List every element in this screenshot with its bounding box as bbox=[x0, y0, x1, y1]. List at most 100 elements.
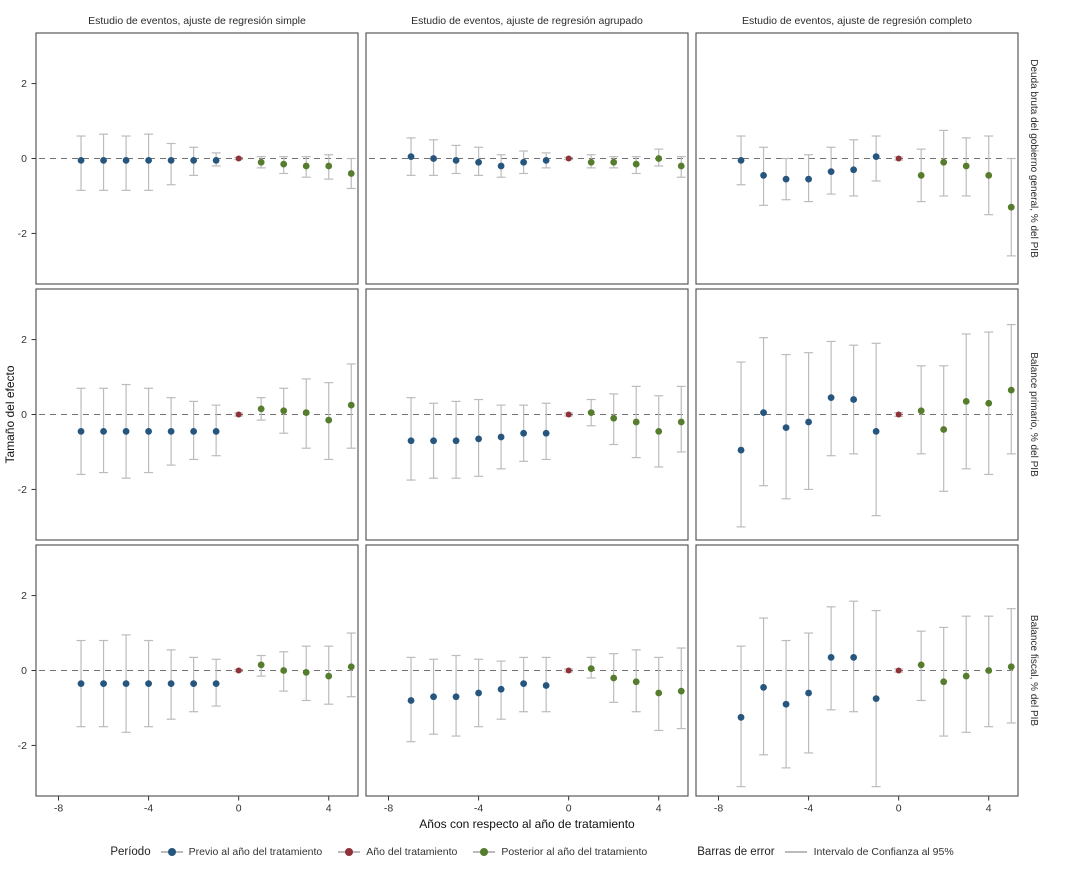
data-point-previo bbox=[145, 427, 152, 435]
data-point-previo bbox=[520, 680, 528, 688]
posterior-key-icon bbox=[473, 846, 496, 858]
legend-item-errorbar: Intervalo de Confianza al 95% bbox=[784, 846, 954, 858]
data-point-posterior bbox=[347, 401, 355, 409]
data-point-previo bbox=[452, 693, 460, 701]
facet-col-title: Estudio de eventos, ajuste de regresión … bbox=[88, 15, 306, 27]
errorbar-key-icon bbox=[784, 851, 807, 853]
data-point-previo bbox=[190, 156, 198, 164]
data-point-previo bbox=[190, 427, 198, 435]
x-tick-label: 0 bbox=[896, 803, 902, 815]
data-point-posterior bbox=[257, 661, 265, 669]
data-point-posterior bbox=[347, 170, 355, 177]
previo-key-icon bbox=[160, 846, 183, 858]
panel-border bbox=[695, 32, 1019, 285]
x-tick-label: 4 bbox=[986, 803, 992, 815]
data-point-posterior bbox=[940, 158, 948, 166]
data-point-posterior bbox=[257, 405, 265, 413]
data-point-previo bbox=[122, 680, 130, 688]
data-point-tratamiento bbox=[235, 155, 242, 162]
data-point-posterior bbox=[302, 668, 310, 676]
data-point-tratamiento bbox=[565, 155, 572, 162]
x-tick-label: 4 bbox=[326, 803, 332, 815]
data-point-previo bbox=[760, 409, 767, 417]
data-point-previo bbox=[760, 171, 767, 179]
legend-item-label: Posterior al año del tratamiento bbox=[501, 846, 648, 858]
legend-item-label: Previo al año del tratamiento bbox=[188, 846, 323, 858]
legend-period-group: Período Previo al año del tratamiento Añ… bbox=[110, 846, 663, 858]
data-point-previo bbox=[737, 713, 745, 721]
data-point-posterior bbox=[587, 158, 595, 166]
data-point-previo bbox=[737, 156, 745, 164]
data-point-previo bbox=[850, 653, 858, 661]
data-point-posterior bbox=[962, 162, 970, 170]
y-tick-label: 0 bbox=[21, 665, 27, 677]
panel-r2c0 bbox=[35, 544, 359, 797]
data-point-tratamiento bbox=[565, 667, 572, 674]
data-point-previo bbox=[760, 683, 767, 691]
data-point-previo bbox=[850, 166, 858, 174]
panel-border bbox=[35, 288, 359, 541]
panel-border bbox=[695, 544, 1019, 797]
data-point-previo bbox=[782, 700, 790, 708]
data-point-tratamiento bbox=[895, 667, 902, 674]
data-point-previo bbox=[827, 653, 835, 661]
legend-errorbar-group: Barras de error Intervalo de Confianza a… bbox=[697, 846, 969, 858]
legend-item-label: Intervalo de Confianza al 95% bbox=[813, 846, 954, 858]
data-point-previo bbox=[430, 437, 437, 445]
x-tick-label: -8 bbox=[54, 803, 63, 815]
data-point-previo bbox=[100, 427, 107, 435]
data-point-posterior bbox=[347, 663, 355, 671]
data-point-previo bbox=[212, 680, 220, 688]
data-point-previo bbox=[100, 156, 107, 164]
data-point-posterior bbox=[962, 397, 970, 405]
legend: Período Previo al año del tratamiento Añ… bbox=[0, 846, 1080, 858]
data-point-tratamiento bbox=[565, 411, 572, 418]
panel-border bbox=[695, 288, 1019, 541]
data-point-posterior bbox=[632, 678, 640, 686]
legend-item-previo: Previo al año del tratamiento bbox=[160, 846, 323, 858]
data-point-posterior bbox=[1007, 203, 1015, 211]
y-tick-label: 0 bbox=[21, 153, 27, 165]
data-point-previo bbox=[542, 682, 550, 689]
panel-border bbox=[365, 288, 689, 541]
data-point-posterior bbox=[587, 409, 595, 417]
data-point-posterior bbox=[587, 665, 595, 673]
data-point-previo bbox=[167, 427, 175, 435]
x-tick-label: -8 bbox=[384, 803, 393, 815]
data-point-previo bbox=[145, 156, 152, 164]
data-point-posterior bbox=[940, 426, 948, 433]
facet-row-label: Balance fiscal, % del PIB bbox=[1028, 615, 1039, 726]
data-point-posterior bbox=[655, 427, 663, 435]
facet-col-title: Estudio de eventos, ajuste de regresión … bbox=[742, 15, 972, 27]
chart-canvas: Estudio de eventos, ajuste de regresión … bbox=[3, 15, 1039, 831]
data-point-previo bbox=[167, 156, 175, 164]
x-tick-label: -4 bbox=[144, 803, 153, 815]
y-tick-label: -2 bbox=[18, 740, 27, 752]
data-point-previo bbox=[77, 427, 85, 435]
facet-col-title: Estudio de eventos, ajuste de regresión … bbox=[411, 15, 643, 27]
data-point-posterior bbox=[985, 399, 993, 407]
data-point-posterior bbox=[632, 418, 640, 426]
data-point-posterior bbox=[325, 162, 333, 170]
panel-r2c1 bbox=[365, 544, 689, 797]
data-point-previo bbox=[475, 689, 482, 697]
data-point-tratamiento bbox=[235, 667, 242, 674]
data-point-previo bbox=[542, 429, 550, 437]
y-tick-label: 2 bbox=[21, 590, 27, 602]
data-point-previo bbox=[782, 424, 790, 432]
y-tick-label: 2 bbox=[21, 334, 27, 346]
data-point-previo bbox=[190, 680, 198, 688]
data-point-posterior bbox=[1007, 663, 1015, 671]
data-point-previo bbox=[122, 427, 130, 435]
data-point-previo bbox=[805, 175, 812, 183]
data-point-posterior bbox=[632, 160, 640, 168]
data-point-posterior bbox=[985, 667, 993, 674]
y-tick-label: -2 bbox=[18, 228, 27, 240]
data-point-previo bbox=[145, 680, 152, 688]
data-point-previo bbox=[475, 158, 482, 166]
data-point-posterior bbox=[940, 678, 948, 686]
data-point-previo bbox=[407, 153, 415, 161]
panel-border bbox=[365, 32, 689, 285]
panel-r2c2 bbox=[695, 544, 1019, 797]
data-point-previo bbox=[805, 689, 812, 697]
